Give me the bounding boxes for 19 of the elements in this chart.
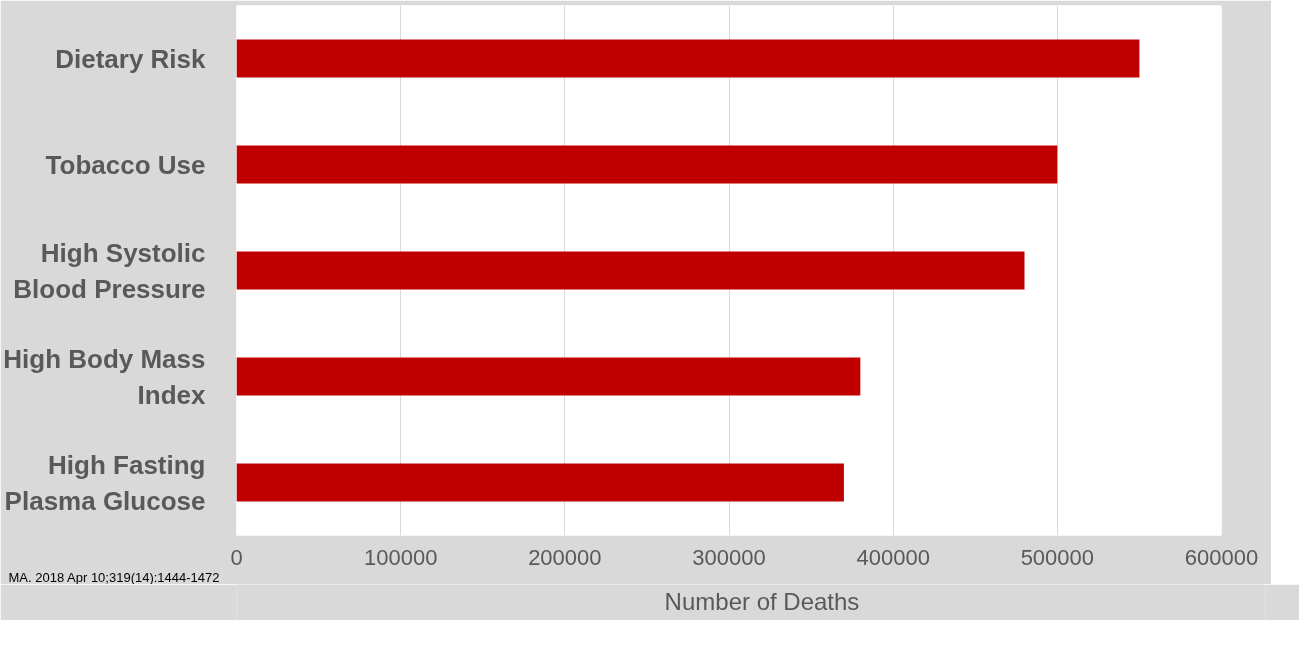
bar	[236, 463, 844, 502]
x-tick-label: 200000	[528, 544, 602, 570]
text: MA. 2018 Apr 10;319(14):1444-1472	[8, 569, 220, 585]
x-tick-label: 600000	[1184, 544, 1259, 570]
y-tick-label: Dietary Risk	[55, 43, 207, 74]
y-tick-label: High Fasting Plasma Glucose	[4, 449, 206, 516]
y-tick-label: High Systolic Blood Pressure	[13, 237, 206, 304]
text: Number of Deaths	[664, 588, 860, 616]
bar	[236, 357, 861, 396]
bar	[236, 251, 1025, 290]
y-tick-label: High Body Mass Index	[3, 343, 207, 410]
y-tick-label: Tobacco Use	[45, 149, 206, 180]
x-tick-label: 400000	[856, 544, 930, 570]
x-tick-label: 500000	[1020, 544, 1095, 570]
x-tick-label: 300000	[692, 544, 766, 570]
bar	[236, 145, 1058, 184]
x-tick-label: 100000	[363, 544, 438, 570]
bar	[236, 39, 1140, 78]
x-tick-label: 0	[230, 544, 243, 570]
